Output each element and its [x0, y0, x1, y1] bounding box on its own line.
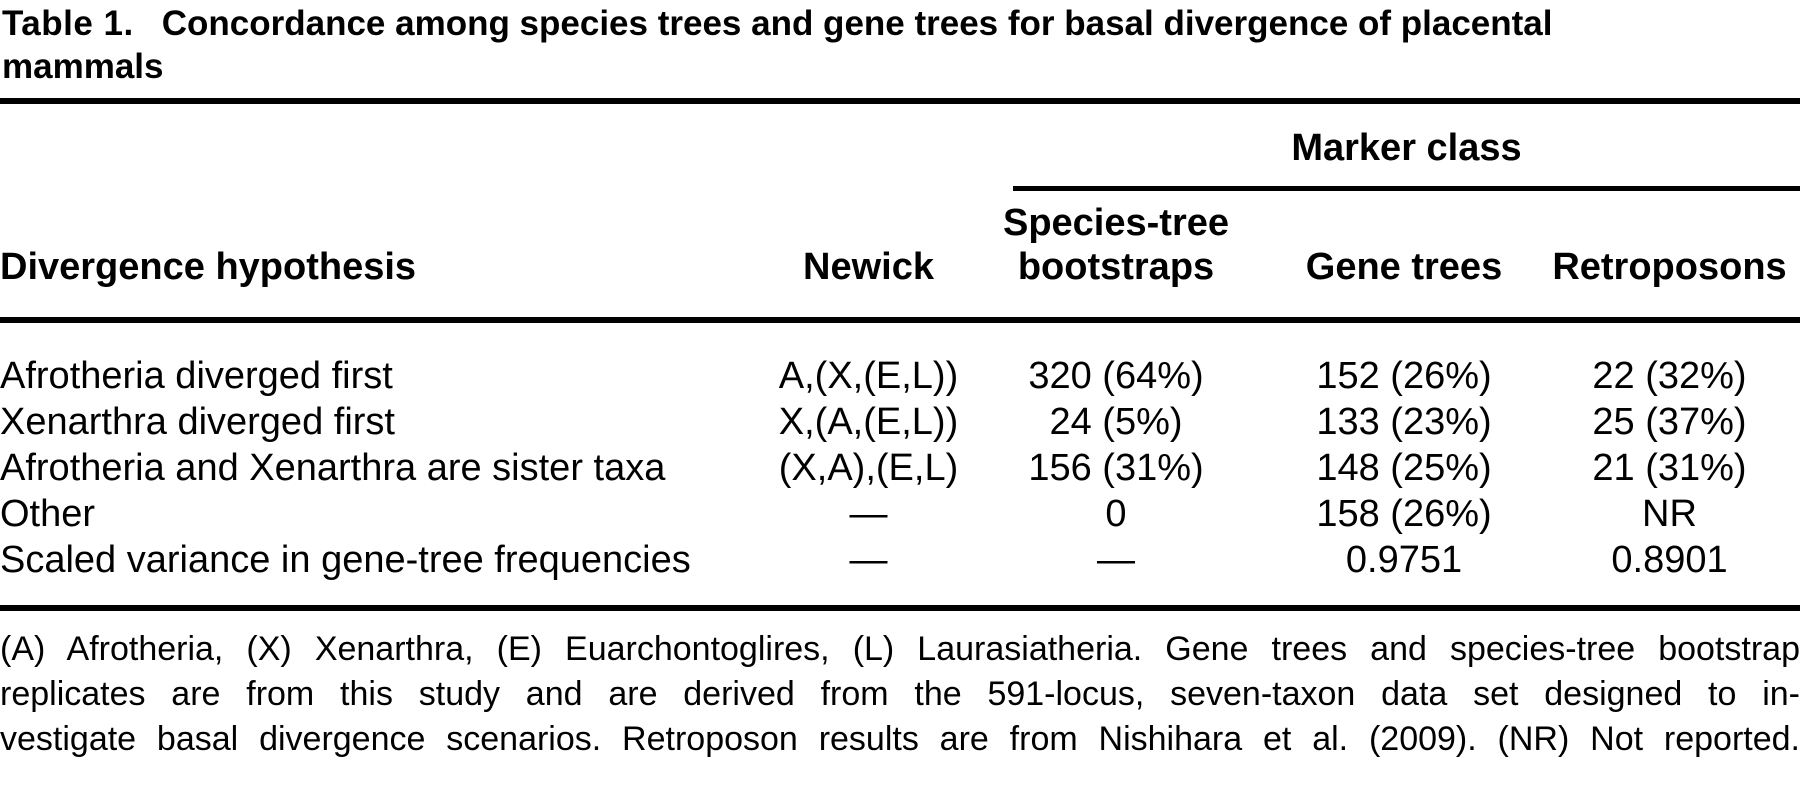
- cell-newick: (X,A),(E,L): [778, 447, 959, 489]
- table-caption: Table 1. Concordance among species trees …: [0, 0, 1800, 104]
- cell-retroposons: 21 (31%): [1592, 447, 1747, 489]
- table-footnote: (A) Afrotheria, (X) Xenarthra, (E) Euarc…: [0, 611, 1800, 762]
- column-header-newick: Newick: [774, 191, 963, 323]
- cell-species-tree-bootstraps: 156 (31%): [1028, 447, 1204, 489]
- marker-class-header: Marker class: [1013, 104, 1800, 191]
- spacer-cell: [774, 104, 963, 191]
- spanner-header-cell: Marker class: [963, 104, 1800, 191]
- table-body: Afrotheria diverged first A,(X,(E,L)) 320 …: [0, 320, 1800, 608]
- column-header-gene-trees: Gene trees: [1269, 191, 1539, 323]
- column-header-divergence-hypothesis: Divergence hypothesis: [0, 191, 774, 323]
- cell-hypothesis: Afrotheria diverged first: [0, 355, 393, 397]
- cell-gene-trees: 158 (26%): [1316, 493, 1492, 535]
- cell-gene-trees: 152 (26%): [1316, 355, 1492, 397]
- cell-hypothesis: Afrotheria and Xenarthra are sister taxa: [0, 447, 666, 489]
- cell-hypothesis: Scaled variance in gene-tree frequencies: [0, 539, 691, 581]
- cell-retroposons: 0.8901: [1611, 539, 1728, 581]
- cell-newick: X,(A,(E,L)): [778, 401, 959, 443]
- table-caption-line2: mammals: [2, 47, 164, 86]
- footnote-line-3: vestigate basal divergence scenarios. Re…: [0, 720, 1800, 758]
- cell-retroposons: NR: [1642, 493, 1697, 535]
- cell-species-tree-bootstraps: 320 (64%): [1028, 355, 1204, 397]
- footnote-line-2: replicates are from this study and are d…: [0, 675, 1800, 713]
- cell-gene-trees: 0.9751: [1345, 539, 1463, 581]
- cell-hypothesis: Xenarthra diverged first: [0, 401, 395, 443]
- column-header-retroposons: Retroposons: [1539, 191, 1800, 323]
- cell-newick: A,(X,(E,L)): [778, 355, 959, 397]
- cell-newick: —: [849, 539, 888, 581]
- table-row: Xenarthra diverged first X,(A,(E,L)) 24 (5…: [0, 399, 1800, 445]
- column-header-row: Divergence hypothesis Newick Species-tre…: [0, 191, 1800, 323]
- table-caption-line1: Table 1. Concordance among species trees …: [2, 2, 1798, 45]
- table-row: Scaled variance in gene-tree frequencies…: [0, 537, 1800, 608]
- concordance-table: Marker class Divergence hypothesis Newic…: [0, 104, 1800, 611]
- table-caption-text: Concordance among species trees and gene…: [161, 4, 1553, 43]
- footnote-line-1: (A) Afrotheria, (X) Xenarthra, (E) Euarc…: [0, 630, 1800, 668]
- cell-gene-trees: 133 (23%): [1316, 401, 1492, 443]
- cell-species-tree-bootstraps: 0: [1105, 493, 1127, 535]
- table-row: Afrotheria diverged first A,(X,(E,L)) 320 …: [0, 320, 1800, 399]
- spacer-cell: [0, 104, 774, 191]
- table-row: Other — 0 158 (26%) NR: [0, 491, 1800, 537]
- cell-retroposons: 25 (37%): [1592, 401, 1747, 443]
- cell-species-tree-bootstraps: —: [1097, 539, 1135, 581]
- cell-retroposons: 22 (32%): [1592, 355, 1747, 397]
- cell-species-tree-bootstraps: 24 (5%): [1049, 401, 1183, 443]
- column-header-species-tree-bootstraps: Species-tree bootstraps: [963, 191, 1269, 323]
- spanner-header-row: Marker class: [0, 104, 1800, 191]
- cell-hypothesis: Other: [0, 493, 96, 535]
- cell-gene-trees: 148 (25%): [1316, 447, 1492, 489]
- table-caption-label: Table 1.: [2, 4, 134, 43]
- table-row: Afrotheria and Xenarthra are sister taxa…: [0, 445, 1800, 491]
- cell-newick: —: [849, 493, 888, 535]
